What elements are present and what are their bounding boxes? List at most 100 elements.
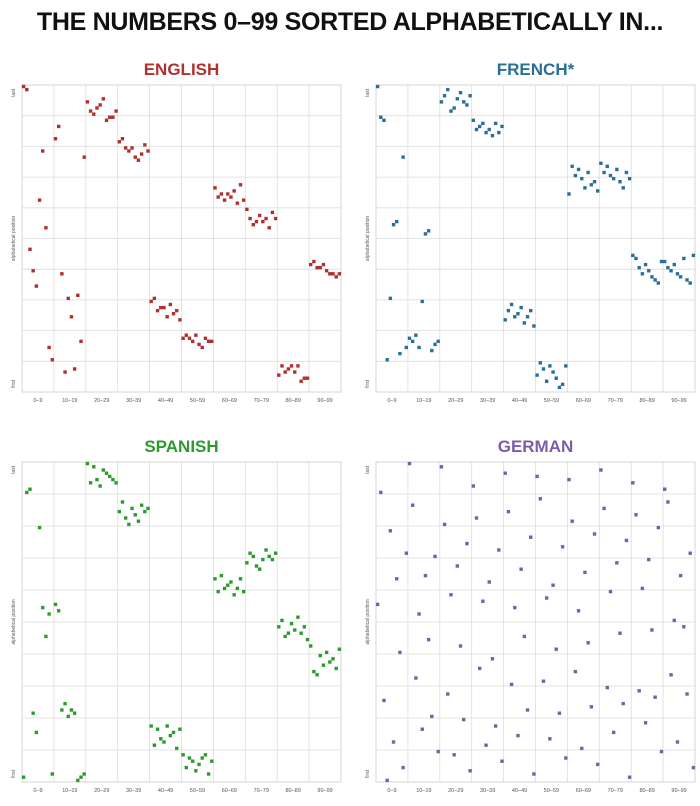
- data-point: [210, 759, 214, 763]
- data-point: [493, 121, 498, 126]
- data-point: [509, 302, 514, 307]
- data-point: [589, 183, 594, 187]
- data-point: [318, 653, 322, 658]
- data-point: [596, 189, 600, 193]
- y-axis-label: alphabetical position: [365, 599, 371, 645]
- data-point: [522, 321, 527, 325]
- data-point: [653, 695, 657, 699]
- series-points: [375, 461, 696, 783]
- data-point: [203, 753, 208, 757]
- data-point: [477, 124, 482, 129]
- data-point: [455, 97, 460, 101]
- data-point: [417, 345, 421, 350]
- data-point: [682, 625, 686, 629]
- data-point: [500, 759, 504, 763]
- data-point: [98, 103, 102, 107]
- data-point: [184, 765, 188, 770]
- data-point: [248, 216, 252, 221]
- data-point: [506, 308, 511, 313]
- data-point: [79, 775, 83, 779]
- data-point: [168, 302, 173, 307]
- data-point: [551, 370, 555, 374]
- data-point: [104, 471, 109, 475]
- data-point: [404, 345, 408, 350]
- data-point: [647, 269, 651, 273]
- data-point: [468, 94, 472, 98]
- data-point: [136, 158, 141, 162]
- data-point: [637, 265, 641, 270]
- data-point: [462, 100, 466, 104]
- data-point: [672, 618, 676, 623]
- data-point: [47, 612, 51, 616]
- data-point: [669, 673, 673, 677]
- data-point: [293, 628, 297, 632]
- data-point: [321, 663, 326, 667]
- data-point: [117, 140, 121, 144]
- data-point: [114, 481, 118, 485]
- data-point: [557, 711, 562, 715]
- data-point: [328, 660, 332, 664]
- data-point: [442, 522, 447, 527]
- x-tick-label: 20–29: [94, 398, 109, 404]
- data-point: [659, 749, 664, 754]
- data-point: [53, 137, 58, 141]
- y-tick-label-first: first: [11, 379, 17, 388]
- data-point: [462, 717, 466, 722]
- data-point: [280, 618, 284, 623]
- y-tick-label-first: first: [365, 379, 371, 388]
- data-point: [293, 370, 297, 374]
- data-point: [318, 265, 322, 270]
- data-point: [458, 90, 463, 95]
- data-point: [41, 605, 45, 610]
- x-tick-label: 70–79: [254, 398, 269, 404]
- data-point: [497, 130, 501, 135]
- data-point: [557, 385, 562, 390]
- data-point: [165, 315, 169, 319]
- x-tick-label: 0–9: [33, 398, 42, 404]
- data-point: [544, 596, 549, 600]
- data-point: [481, 599, 485, 603]
- data-point: [143, 143, 147, 147]
- data-point: [468, 769, 472, 773]
- data-point: [634, 256, 638, 261]
- data-point: [417, 612, 421, 616]
- data-point: [420, 299, 424, 304]
- data-point: [232, 593, 236, 597]
- data-point: [321, 262, 326, 267]
- panel-title: FRENCH*: [497, 60, 575, 79]
- data-point: [31, 711, 35, 715]
- x-tick-label: 40–49: [512, 788, 527, 794]
- data-point: [407, 336, 412, 340]
- data-point: [685, 692, 689, 696]
- data-point: [302, 376, 307, 380]
- data-point: [286, 631, 291, 635]
- data-point: [120, 137, 125, 141]
- grid: [376, 462, 695, 782]
- data-point: [206, 772, 211, 776]
- data-point: [175, 308, 179, 313]
- x-tick-label: 40–49: [512, 398, 527, 404]
- data-point: [206, 339, 211, 344]
- data-point: [296, 364, 300, 368]
- data-point: [615, 167, 619, 172]
- data-point: [513, 315, 517, 319]
- data-point: [219, 573, 224, 578]
- data-point: [139, 152, 144, 156]
- data-point: [251, 554, 255, 559]
- x-tick-label: 30–39: [126, 788, 141, 794]
- data-point: [337, 647, 342, 651]
- data-point: [688, 281, 692, 285]
- data-point: [487, 580, 491, 584]
- y-tick-label-last: last: [365, 465, 371, 473]
- x-tick-label: 90–99: [317, 788, 332, 794]
- data-point: [449, 593, 453, 597]
- data-point: [108, 115, 112, 119]
- data-point: [210, 339, 214, 344]
- data-point: [72, 711, 77, 715]
- data-point: [127, 522, 131, 527]
- data-point: [624, 538, 629, 543]
- grid: [22, 462, 341, 782]
- data-point: [391, 222, 396, 227]
- x-tick-label: 90–99: [671, 398, 686, 404]
- data-point: [235, 586, 240, 591]
